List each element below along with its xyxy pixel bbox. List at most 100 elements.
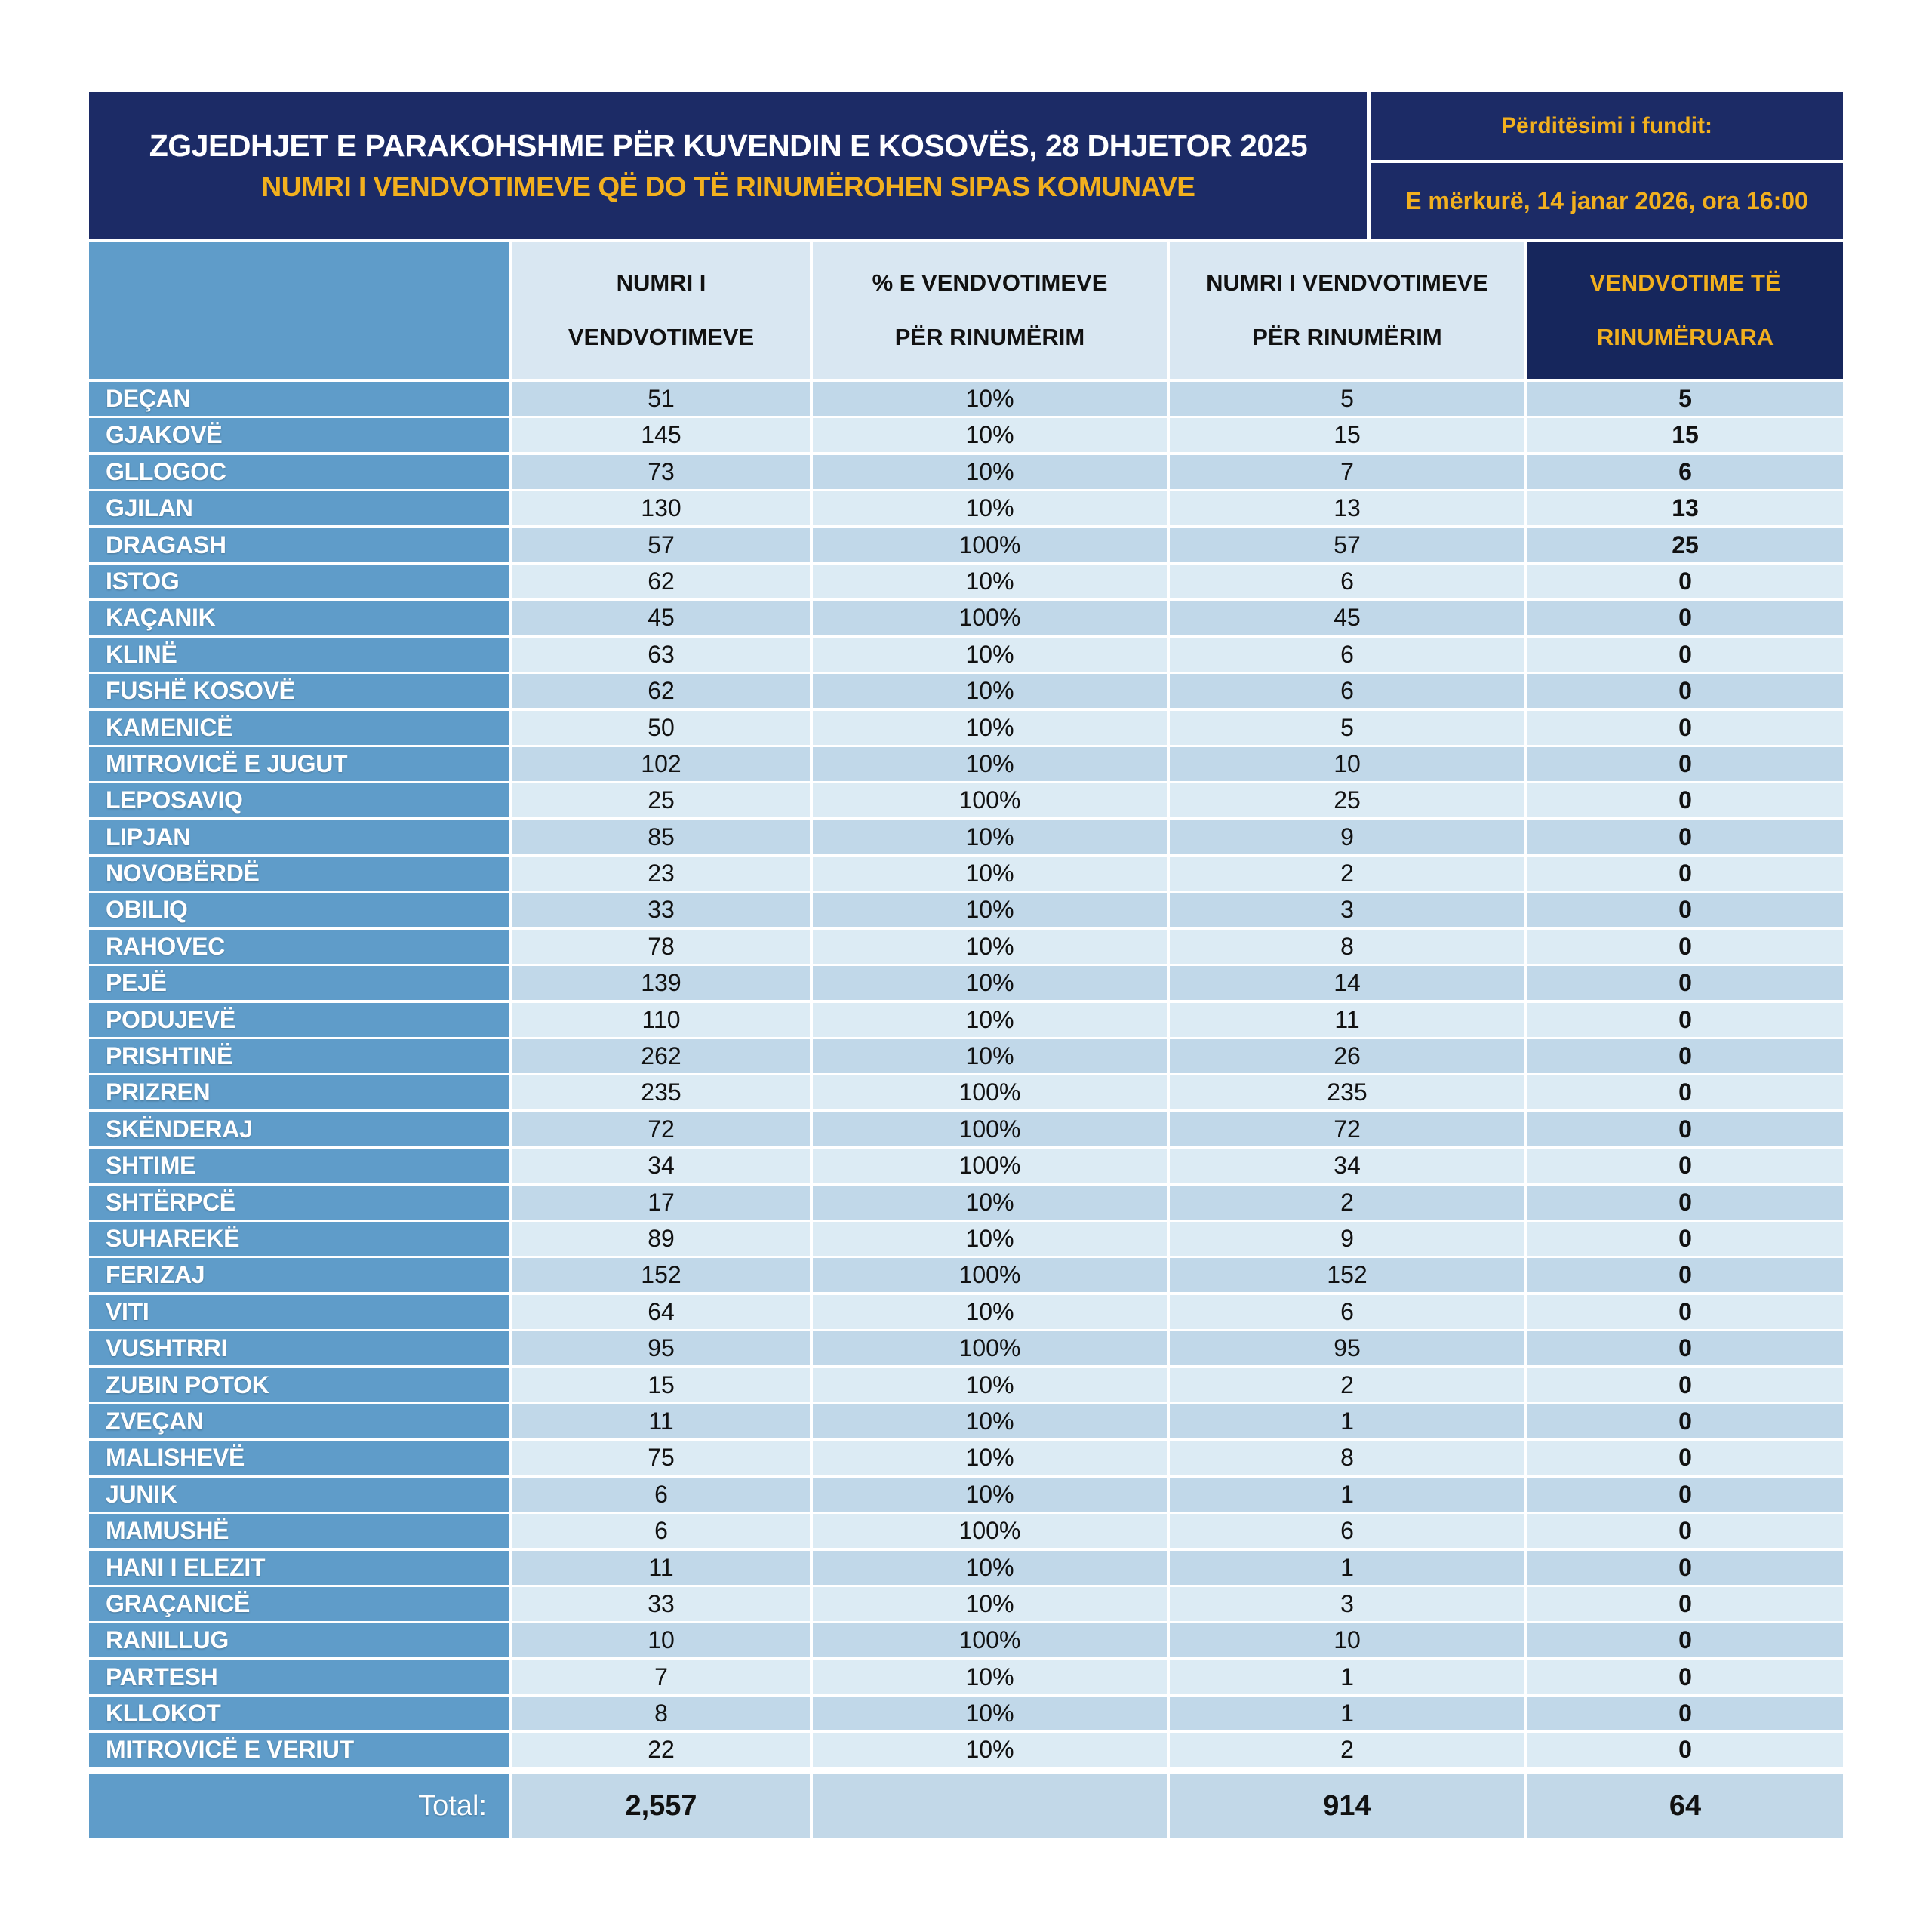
table-row: PRISHTINË 262 10% 26 0 [89, 1039, 1843, 1074]
recounted-value: 0 [1527, 601, 1843, 635]
table-row: KAÇANIK 45 100% 45 0 [89, 601, 1843, 635]
municipality-name: MITROVICË E JUGUT [89, 746, 509, 781]
recounted-value: 0 [1527, 857, 1843, 891]
recounted-value: 13 [1527, 491, 1843, 526]
table-row: OBILIQ 33 10% 3 0 [89, 893, 1843, 928]
table-row: LIPJAN 85 10% 9 0 [89, 820, 1843, 854]
table-row: SUHAREKË 89 10% 9 0 [89, 1221, 1843, 1256]
total-polling-stations-value: 102 [512, 746, 810, 781]
recount-percentage-value: 10% [813, 1185, 1167, 1220]
recounted-value: 0 [1527, 1331, 1843, 1366]
municipality-name: GRAÇANICË [89, 1586, 509, 1621]
table-row: SHTIME 34 100% 34 0 [89, 1149, 1843, 1183]
municipality-name: SUHAREKË [89, 1221, 509, 1256]
for-recount-value: 2 [1170, 1367, 1524, 1402]
total-polling-stations-value: 45 [512, 601, 810, 635]
municipality-name: DRAGASH [89, 528, 509, 562]
recount-percentage-value: 100% [813, 783, 1167, 818]
municipality-name: SHTËRPCË [89, 1185, 509, 1220]
column-header-total-ps: NUMRI I VENDVOTIMEVE [512, 242, 810, 379]
table-row: PARTESH 7 10% 1 0 [89, 1660, 1843, 1694]
total-polling-stations-value: 64 [512, 1294, 810, 1329]
for-recount-value: 13 [1170, 491, 1524, 526]
recounted-value: 25 [1527, 528, 1843, 562]
municipality-name: MALISHEVË [89, 1441, 509, 1475]
total-polling-stations-value: 22 [512, 1733, 810, 1767]
municipality-name: OBILIQ [89, 893, 509, 928]
for-recount-value: 2 [1170, 857, 1524, 891]
for-recount-value: 6 [1170, 1514, 1524, 1549]
recounted-value: 0 [1527, 929, 1843, 964]
last-update-value: E mërkurë, 14 janar 2026, ora 16:00 [1371, 163, 1843, 239]
total-polling-stations-value: 25 [512, 783, 810, 818]
recounted-value: 0 [1527, 1185, 1843, 1220]
for-recount-value: 26 [1170, 1039, 1524, 1074]
table-row: ZVEÇAN 11 10% 1 0 [89, 1404, 1843, 1438]
recount-percentage-value: 100% [813, 1149, 1167, 1183]
total-polling-stations-value: 11 [512, 1550, 810, 1585]
recount-percentage-value: 10% [813, 674, 1167, 709]
table-row: MITROVICË E JUGUT 102 10% 10 0 [89, 746, 1843, 781]
municipality-name: KAMENICË [89, 710, 509, 745]
total-polling-stations-value: 130 [512, 491, 810, 526]
municipality-name: KLINË [89, 637, 509, 672]
for-recount-value: 3 [1170, 893, 1524, 928]
municipality-name: RAHOVEC [89, 929, 509, 964]
for-recount-value: 6 [1170, 637, 1524, 672]
recounted-value: 0 [1527, 1441, 1843, 1475]
recount-percentage-value: 100% [813, 601, 1167, 635]
column-header-line: PËR RINUMËRIM [894, 324, 1085, 350]
total-polling-stations-value: 139 [512, 966, 810, 1001]
recounted-value: 0 [1527, 637, 1843, 672]
for-recount-value: 72 [1170, 1112, 1524, 1146]
municipality-name: DEÇAN [89, 382, 509, 416]
column-header-recounted: VENDVOTIME TË RINUMËRUARA [1527, 242, 1843, 379]
table-row: RANILLUG 10 100% 10 0 [89, 1623, 1843, 1658]
recounted-value: 0 [1527, 1586, 1843, 1621]
total-polling-stations-value: 57 [512, 528, 810, 562]
total-polling-stations-value: 23 [512, 857, 810, 891]
total-polling-stations-value: 50 [512, 710, 810, 745]
table-row: GRAÇANICË 33 10% 3 0 [89, 1586, 1843, 1621]
recounted-value: 0 [1527, 1623, 1843, 1658]
table-row: DRAGASH 57 100% 57 25 [89, 528, 1843, 562]
table-row: MITROVICË E VERIUT 22 10% 2 0 [89, 1733, 1843, 1767]
for-recount-value: 15 [1170, 418, 1524, 453]
recount-percentage-value: 10% [813, 1002, 1167, 1037]
main-header-banner: ZGJEDHJET E PARAKOHSHME PËR KUVENDIN E K… [89, 92, 1367, 239]
recounted-value: 0 [1527, 1002, 1843, 1037]
table-row: GJAKOVË 145 10% 15 15 [89, 418, 1843, 453]
total-recounted: 64 [1527, 1774, 1843, 1838]
recount-percentage-value: 100% [813, 1112, 1167, 1146]
recounted-value: 0 [1527, 1514, 1843, 1549]
recounted-value: 0 [1527, 1660, 1843, 1694]
total-polling-stations-value: 6 [512, 1477, 810, 1512]
recounted-value: 0 [1527, 820, 1843, 854]
recounted-value: 0 [1527, 674, 1843, 709]
recount-percentage-value: 100% [813, 1075, 1167, 1110]
total-polling-stations: 2,557 [512, 1774, 810, 1838]
recount-percentage-value: 10% [813, 637, 1167, 672]
table-row: JUNIK 6 10% 1 0 [89, 1477, 1843, 1512]
total-polling-stations-value: 262 [512, 1039, 810, 1074]
recount-percentage-value: 10% [813, 966, 1167, 1001]
recount-percentage-value: 10% [813, 1586, 1167, 1621]
total-polling-stations-value: 51 [512, 382, 810, 416]
municipality-name: SKËNDERAJ [89, 1112, 509, 1146]
total-polling-stations-value: 8 [512, 1697, 810, 1731]
recounted-value: 0 [1527, 1733, 1843, 1767]
municipality-name: MAMUSHË [89, 1514, 509, 1549]
recounted-value: 0 [1527, 1404, 1843, 1438]
for-recount-value: 2 [1170, 1733, 1524, 1767]
column-header-line: VENDVOTIMEVE [568, 324, 755, 350]
column-header-municipality [89, 242, 509, 379]
total-polling-stations-value: 72 [512, 1112, 810, 1146]
for-recount-value: 6 [1170, 1294, 1524, 1329]
table-row: DEÇAN 51 10% 5 5 [89, 382, 1843, 416]
for-recount-value: 1 [1170, 1660, 1524, 1694]
recounted-value: 0 [1527, 1075, 1843, 1110]
for-recount-value: 1 [1170, 1550, 1524, 1585]
for-recount-value: 1 [1170, 1477, 1524, 1512]
recount-percentage-value: 10% [813, 929, 1167, 964]
